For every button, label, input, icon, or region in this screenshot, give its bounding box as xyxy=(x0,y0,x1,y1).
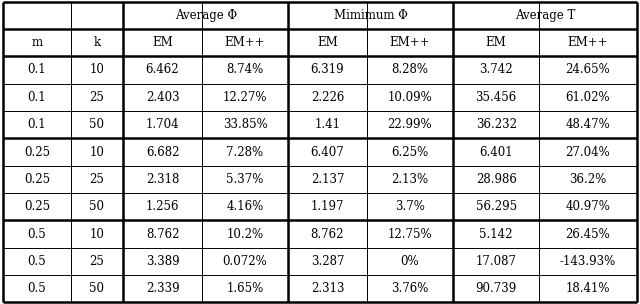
Text: 40.97%: 40.97% xyxy=(566,200,611,213)
Text: 36.2%: 36.2% xyxy=(570,173,607,186)
Text: 50: 50 xyxy=(90,118,104,131)
Text: 1.256: 1.256 xyxy=(146,200,179,213)
Text: EM: EM xyxy=(317,36,338,49)
Text: 17.087: 17.087 xyxy=(476,255,516,268)
Text: 0.5: 0.5 xyxy=(28,282,46,295)
Text: 6.319: 6.319 xyxy=(310,64,344,76)
Text: 25: 25 xyxy=(90,91,104,104)
Text: 3.287: 3.287 xyxy=(311,255,344,268)
Text: 22.99%: 22.99% xyxy=(388,118,432,131)
Text: 26.45%: 26.45% xyxy=(566,228,611,240)
Text: 1.197: 1.197 xyxy=(311,200,344,213)
Text: EM++: EM++ xyxy=(225,36,265,49)
Text: 5.37%: 5.37% xyxy=(227,173,264,186)
Text: 0.25: 0.25 xyxy=(24,173,50,186)
Text: 50: 50 xyxy=(90,200,104,213)
Text: 24.65%: 24.65% xyxy=(566,64,611,76)
Text: 6.401: 6.401 xyxy=(479,146,513,158)
Text: 56.295: 56.295 xyxy=(476,200,516,213)
Text: 2.318: 2.318 xyxy=(146,173,179,186)
Text: 0.072%: 0.072% xyxy=(223,255,268,268)
Text: 4.16%: 4.16% xyxy=(227,200,264,213)
Text: 5.142: 5.142 xyxy=(479,228,513,240)
Text: 90.739: 90.739 xyxy=(476,282,517,295)
Text: 0.1: 0.1 xyxy=(28,91,46,104)
Text: EM++: EM++ xyxy=(390,36,430,49)
Text: 0.1: 0.1 xyxy=(28,64,46,76)
Text: m: m xyxy=(31,36,42,49)
Text: 25: 25 xyxy=(90,255,104,268)
Text: 36.232: 36.232 xyxy=(476,118,516,131)
Text: 33.85%: 33.85% xyxy=(223,118,268,131)
Text: 10.09%: 10.09% xyxy=(388,91,433,104)
Text: 3.389: 3.389 xyxy=(146,255,179,268)
Text: 48.47%: 48.47% xyxy=(566,118,611,131)
Text: 8.74%: 8.74% xyxy=(227,64,264,76)
Text: Average T: Average T xyxy=(515,9,575,22)
Text: 8.762: 8.762 xyxy=(311,228,344,240)
Text: 61.02%: 61.02% xyxy=(566,91,611,104)
Text: 0.25: 0.25 xyxy=(24,200,50,213)
Text: 6.682: 6.682 xyxy=(146,146,179,158)
Text: 3.742: 3.742 xyxy=(479,64,513,76)
Text: 8.28%: 8.28% xyxy=(392,64,428,76)
Text: EM: EM xyxy=(486,36,507,49)
Text: 8.762: 8.762 xyxy=(146,228,179,240)
Text: 10: 10 xyxy=(90,146,104,158)
Text: 18.41%: 18.41% xyxy=(566,282,611,295)
Text: 2.313: 2.313 xyxy=(311,282,344,295)
Text: 10: 10 xyxy=(90,64,104,76)
Text: 10.2%: 10.2% xyxy=(227,228,264,240)
Text: 6.25%: 6.25% xyxy=(391,146,429,158)
Text: 35.456: 35.456 xyxy=(476,91,517,104)
Text: 1.65%: 1.65% xyxy=(227,282,264,295)
Text: 0.1: 0.1 xyxy=(28,118,46,131)
Text: 6.407: 6.407 xyxy=(310,146,344,158)
Text: 0%: 0% xyxy=(401,255,419,268)
Text: Mimimum Φ: Mimimum Φ xyxy=(333,9,408,22)
Text: 6.462: 6.462 xyxy=(146,64,179,76)
Text: -143.93%: -143.93% xyxy=(560,255,616,268)
Text: EM: EM xyxy=(152,36,173,49)
Text: 1.704: 1.704 xyxy=(146,118,179,131)
Text: 25: 25 xyxy=(90,173,104,186)
Text: 1.41: 1.41 xyxy=(314,118,340,131)
Text: 0.5: 0.5 xyxy=(28,255,46,268)
Text: 12.27%: 12.27% xyxy=(223,91,268,104)
Text: k: k xyxy=(93,36,100,49)
Text: 3.76%: 3.76% xyxy=(391,282,429,295)
Text: 2.13%: 2.13% xyxy=(392,173,429,186)
Text: 27.04%: 27.04% xyxy=(566,146,611,158)
Text: 2.226: 2.226 xyxy=(311,91,344,104)
Text: 50: 50 xyxy=(90,282,104,295)
Text: 2.339: 2.339 xyxy=(146,282,179,295)
Text: 28.986: 28.986 xyxy=(476,173,516,186)
Text: Average Φ: Average Φ xyxy=(175,9,237,22)
Text: 7.28%: 7.28% xyxy=(227,146,264,158)
Text: 12.75%: 12.75% xyxy=(388,228,432,240)
Text: 0.25: 0.25 xyxy=(24,146,50,158)
Text: 2.137: 2.137 xyxy=(311,173,344,186)
Text: 3.7%: 3.7% xyxy=(395,200,425,213)
Text: EM++: EM++ xyxy=(568,36,608,49)
Text: 2.403: 2.403 xyxy=(146,91,179,104)
Text: 10: 10 xyxy=(90,228,104,240)
Text: 0.5: 0.5 xyxy=(28,228,46,240)
